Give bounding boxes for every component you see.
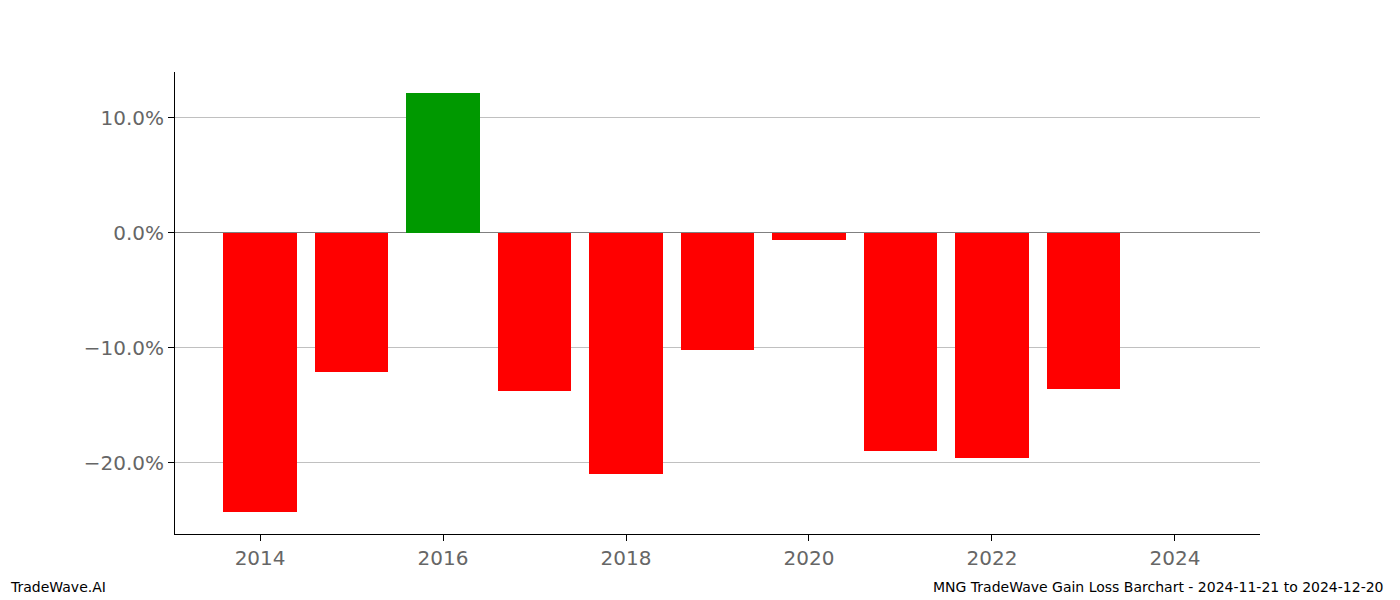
- svg-text:−20.0%: −20.0%: [84, 451, 164, 475]
- svg-text:10.0%: 10.0%: [100, 106, 164, 130]
- svg-text:−10.0%: −10.0%: [84, 336, 164, 360]
- svg-text:2018: 2018: [601, 546, 652, 570]
- svg-text:MNG TradeWave Gain Loss Barcha: MNG TradeWave Gain Loss Barchart - 2024-…: [933, 579, 1384, 595]
- svg-text:2024: 2024: [1149, 546, 1200, 570]
- svg-text:2022: 2022: [966, 546, 1017, 570]
- svg-text:0.0%: 0.0%: [113, 221, 164, 245]
- svg-text:2014: 2014: [235, 546, 286, 570]
- svg-text:2016: 2016: [418, 546, 469, 570]
- svg-text:2020: 2020: [784, 546, 835, 570]
- svg-text:TradeWave.AI: TradeWave.AI: [10, 579, 106, 595]
